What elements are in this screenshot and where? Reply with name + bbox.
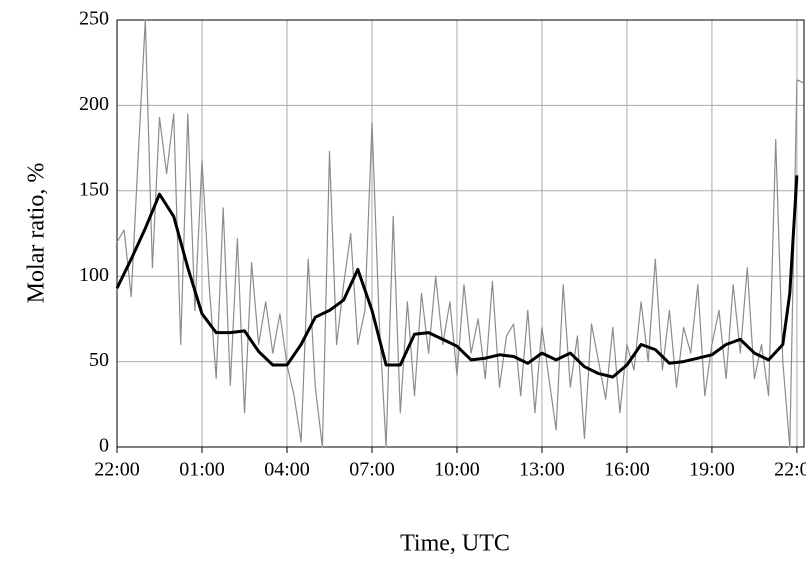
x-tick-label: 16:00 bbox=[604, 459, 650, 481]
x-tick-label: 22:00 bbox=[94, 459, 140, 481]
y-tick-label: 250 bbox=[79, 8, 109, 30]
y-tick-label: 100 bbox=[79, 264, 109, 286]
y-tick-label: 0 bbox=[99, 435, 109, 457]
y-tick-label: 50 bbox=[89, 349, 109, 371]
y-tick-label: 200 bbox=[79, 93, 109, 115]
x-tick-label: 13:00 bbox=[519, 459, 565, 481]
x-tick-label: 19:00 bbox=[689, 459, 735, 481]
x-tick-label: 07:00 bbox=[349, 459, 395, 481]
x-tick-label: 22:00 bbox=[774, 459, 806, 481]
series-line bbox=[115, 175, 799, 379]
x-tick-label: 10:00 bbox=[434, 459, 480, 481]
y-axis-title: Molar ratio, % bbox=[24, 163, 50, 304]
x-tick-label: 01:00 bbox=[179, 459, 225, 481]
y-tick-label: 150 bbox=[79, 178, 109, 200]
x-tick-label: 04:00 bbox=[264, 459, 310, 481]
plot-frame bbox=[116, 19, 805, 448]
series-line bbox=[116, 19, 805, 448]
x-axis-title: Time, UTC bbox=[400, 531, 510, 557]
